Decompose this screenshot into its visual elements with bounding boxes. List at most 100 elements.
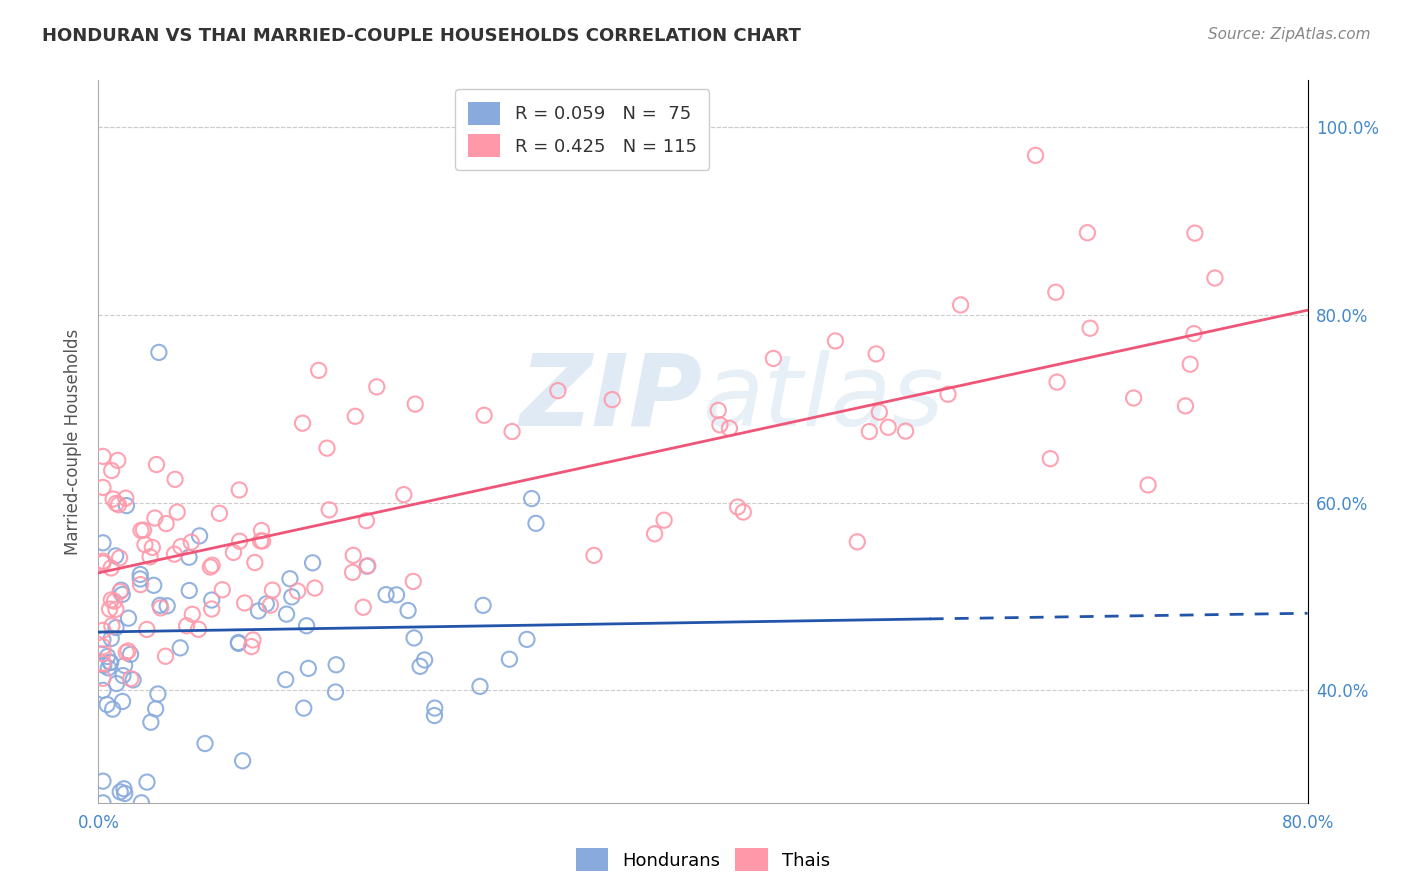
Point (208, 507, 231, 521)
Point (145, 702, 167, 716)
Point (180, 535, 202, 549)
Point (114, 491, 136, 505)
Point (110, 583, 132, 598)
Point (1182, 326, 1205, 341)
Point (232, 754, 254, 768)
Point (291, 416, 314, 430)
Point (108, 584, 131, 599)
Point (228, 534, 250, 549)
Point (201, 602, 224, 616)
Point (396, 603, 419, 617)
Point (156, 599, 179, 613)
Point (276, 607, 298, 621)
Point (344, 409, 367, 424)
Point (287, 584, 309, 599)
Point (100, 655, 122, 669)
Point (727, 500, 749, 514)
Point (117, 611, 139, 625)
Point (600, 392, 623, 407)
Point (129, 524, 152, 538)
Point (1024, 148, 1046, 162)
Point (91, 657, 114, 671)
Point (141, 541, 163, 555)
Point (139, 549, 162, 564)
Point (228, 483, 250, 497)
Point (1046, 375, 1069, 389)
Point (243, 556, 266, 570)
Point (129, 577, 152, 591)
Point (91, 774, 114, 789)
Point (179, 583, 201, 598)
Point (163, 547, 186, 561)
Point (115, 645, 138, 659)
Point (115, 499, 138, 513)
Point (846, 534, 869, 549)
Point (142, 578, 165, 592)
Point (136, 775, 159, 789)
Text: Source: ZipAtlas.com: Source: ZipAtlas.com (1208, 27, 1371, 42)
Point (1174, 399, 1197, 413)
Point (308, 363, 330, 377)
Point (894, 424, 917, 438)
Point (145, 458, 167, 472)
Point (132, 523, 155, 537)
Point (129, 572, 152, 586)
Point (117, 644, 139, 658)
Point (228, 635, 250, 649)
Point (304, 581, 326, 595)
Point (824, 334, 846, 348)
Point (108, 550, 131, 565)
Point (472, 599, 495, 613)
Point (211, 582, 233, 597)
Point (501, 425, 523, 439)
Point (101, 702, 124, 716)
Point (357, 558, 380, 573)
Point (295, 619, 318, 633)
Point (170, 540, 193, 554)
Point (936, 387, 959, 401)
Point (297, 661, 319, 675)
Point (91, 554, 114, 568)
Point (868, 405, 890, 419)
Point (366, 380, 388, 394)
Point (404, 631, 426, 645)
Point (1137, 478, 1160, 492)
Point (652, 513, 675, 527)
Point (1076, 226, 1098, 240)
Point (292, 701, 315, 715)
Point (91, 632, 114, 647)
Point (149, 599, 172, 613)
Point (97, 661, 120, 675)
Point (105, 676, 128, 690)
Point (385, 588, 408, 602)
Point (733, 505, 755, 519)
Point (423, 708, 446, 723)
Point (356, 514, 378, 528)
Point (233, 596, 256, 610)
Point (98, 656, 121, 670)
Point (91, 480, 114, 494)
Point (1184, 226, 1206, 240)
Point (242, 632, 264, 647)
Point (409, 659, 432, 673)
Point (877, 420, 900, 434)
Point (120, 672, 142, 686)
Point (498, 652, 520, 666)
Point (169, 640, 191, 655)
Point (100, 561, 122, 575)
Point (165, 472, 187, 486)
Point (1122, 391, 1144, 405)
Point (274, 673, 297, 687)
Point (176, 619, 198, 633)
Point (413, 653, 436, 667)
Point (111, 587, 134, 601)
Point (100, 464, 122, 478)
Point (91, 450, 114, 464)
Point (91, 640, 114, 654)
Point (423, 701, 446, 715)
Point (200, 560, 222, 574)
Point (582, 549, 605, 563)
Point (516, 632, 538, 647)
Point (472, 409, 495, 423)
Point (91, 536, 114, 550)
